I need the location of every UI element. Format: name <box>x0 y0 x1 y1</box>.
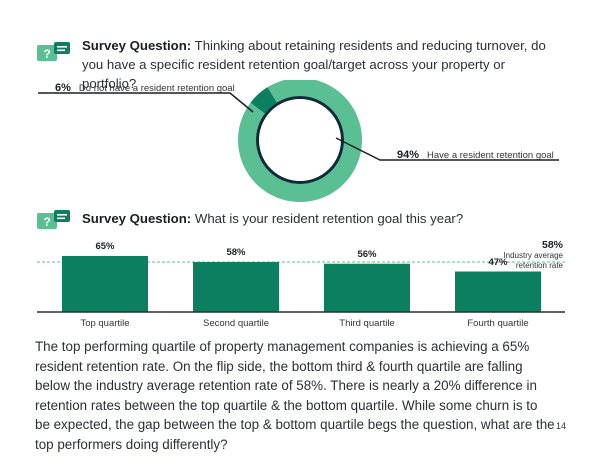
bar-top-quartile <box>62 256 148 312</box>
leader-line-large <box>335 137 559 161</box>
survey-question-text-2: What is your resident retention goal thi… <box>194 211 464 226</box>
donut-large-text: Have a resident retention goal <box>427 150 554 161</box>
bar-fourth-quartile <box>455 271 541 312</box>
bar-value-third: 56% <box>357 248 377 260</box>
category-label-third: Third quartile <box>339 318 395 329</box>
survey-question-1: Survey Question: Thinking about retainin… <box>82 36 562 93</box>
bar-value-fourth: 47% <box>488 256 508 268</box>
category-label-top: Top quartile <box>80 318 130 329</box>
leader-line-small <box>38 92 254 113</box>
svg-text:?: ? <box>43 215 50 229</box>
survey-question-text: Thinking about retaining residents and r… <box>82 38 546 91</box>
bar-second-quartile <box>193 262 279 312</box>
donut-small-text: Do not have a resident retention goal <box>78 83 235 94</box>
donut-small-pct: 6% <box>55 82 71 94</box>
bar-value-second: 58% <box>226 247 246 259</box>
category-label-fourth: Fourth quartile <box>467 318 529 329</box>
page-number: 14 <box>556 421 567 431</box>
donut-center-ring <box>256 96 344 184</box>
donut-large-pct: 94% <box>397 149 420 161</box>
bar-value-top: 65% <box>95 241 115 252</box>
survey-question-2: Survey Question: What is your resident r… <box>82 209 562 228</box>
donut-slice-no-goal <box>250 87 278 114</box>
survey-question-prefix-2: Survey Question: <box>82 211 192 226</box>
question-chat-icon: ? <box>37 42 70 61</box>
bar-third-quartile <box>324 263 410 312</box>
body-paragraph: The top performing quartile of property … <box>35 339 555 452</box>
retention-goal-donut-chart <box>38 80 559 202</box>
donut-label-small: 6% Do not have a resident retention goal <box>55 82 235 94</box>
donut-label-large: 94% Have a resident retention goal <box>397 149 554 161</box>
svg-text:?: ? <box>43 47 50 61</box>
question-chat-icon-2: ? <box>37 210 70 229</box>
industry-average-label: Industry average retention rate <box>503 251 563 270</box>
category-label-second: Second quartile <box>202 318 270 329</box>
donut-slice-has-goal <box>238 80 362 202</box>
survey-question-prefix: Survey Question: <box>82 38 192 53</box>
industry-average-value: 58% <box>541 239 563 251</box>
